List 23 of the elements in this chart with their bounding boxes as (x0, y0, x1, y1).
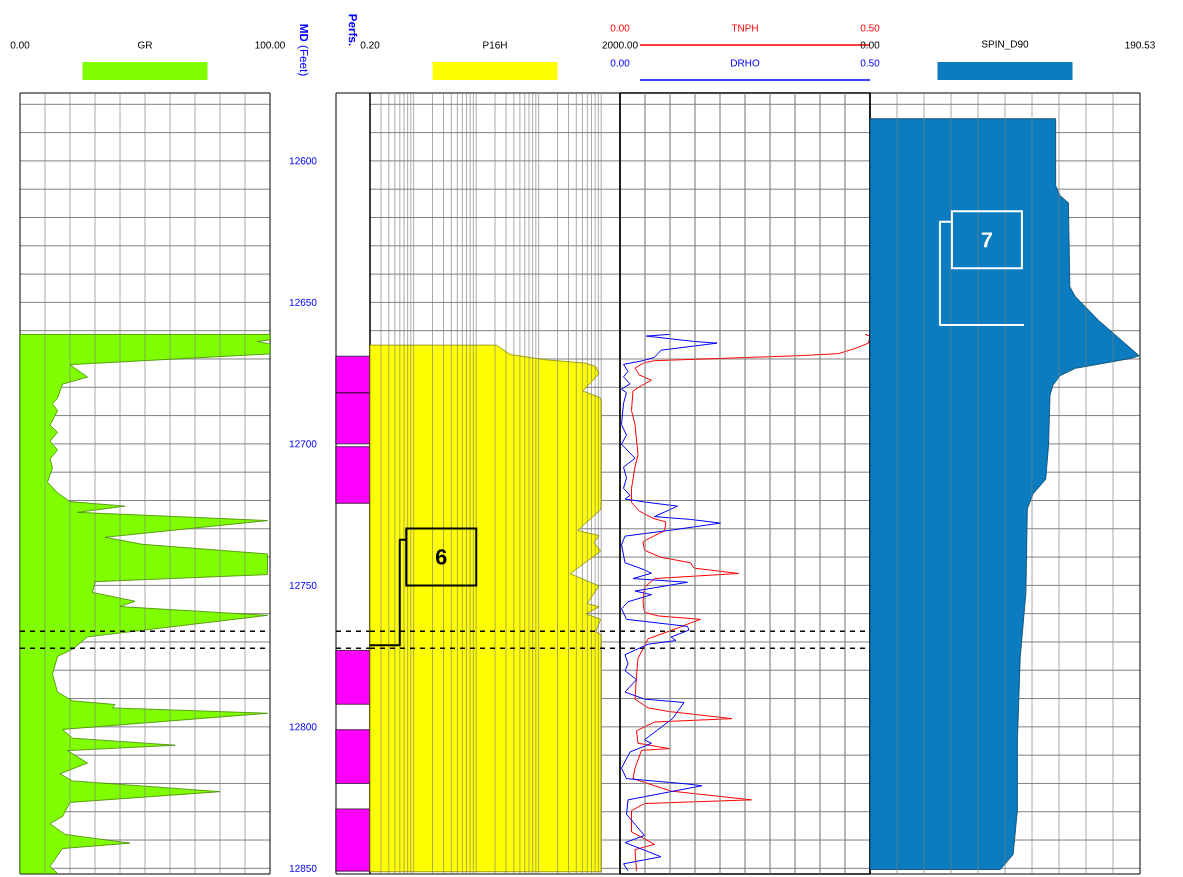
y-tick-label: 12650 (289, 298, 317, 306)
y-tick-label: 12750 (289, 581, 317, 589)
x-tick-label: 0.00 (10, 41, 30, 49)
y-tick-label: 12800 (289, 723, 317, 731)
x-tick-label: 2000.00 (602, 41, 638, 49)
x-tick-label: 100.00 (255, 41, 285, 49)
x-tick-label: 0.20 (360, 41, 380, 49)
x2-tick-label: 0.00 (610, 24, 630, 32)
text: P16H (483, 41, 507, 49)
text: SPIN_D90 (981, 40, 1029, 50)
y-axis-title: MD (Feet) (297, 24, 309, 76)
x2-tick-label: 0.50 (860, 24, 880, 32)
text: TNPH (731, 24, 758, 32)
x-tick-label: 0.00 (860, 41, 880, 49)
annotation: 7 (981, 232, 992, 248)
y-tick-label: 12600 (289, 157, 317, 165)
text: DRHO (731, 59, 760, 67)
chart-title: Perfs. (348, 14, 358, 46)
y-tick-label: 12850 (289, 864, 317, 872)
text: GR (138, 41, 153, 49)
x-tick-label: 190.53 (1125, 41, 1155, 49)
y-tick-label: 12700 (289, 440, 317, 448)
annotation: 6 (436, 549, 447, 565)
